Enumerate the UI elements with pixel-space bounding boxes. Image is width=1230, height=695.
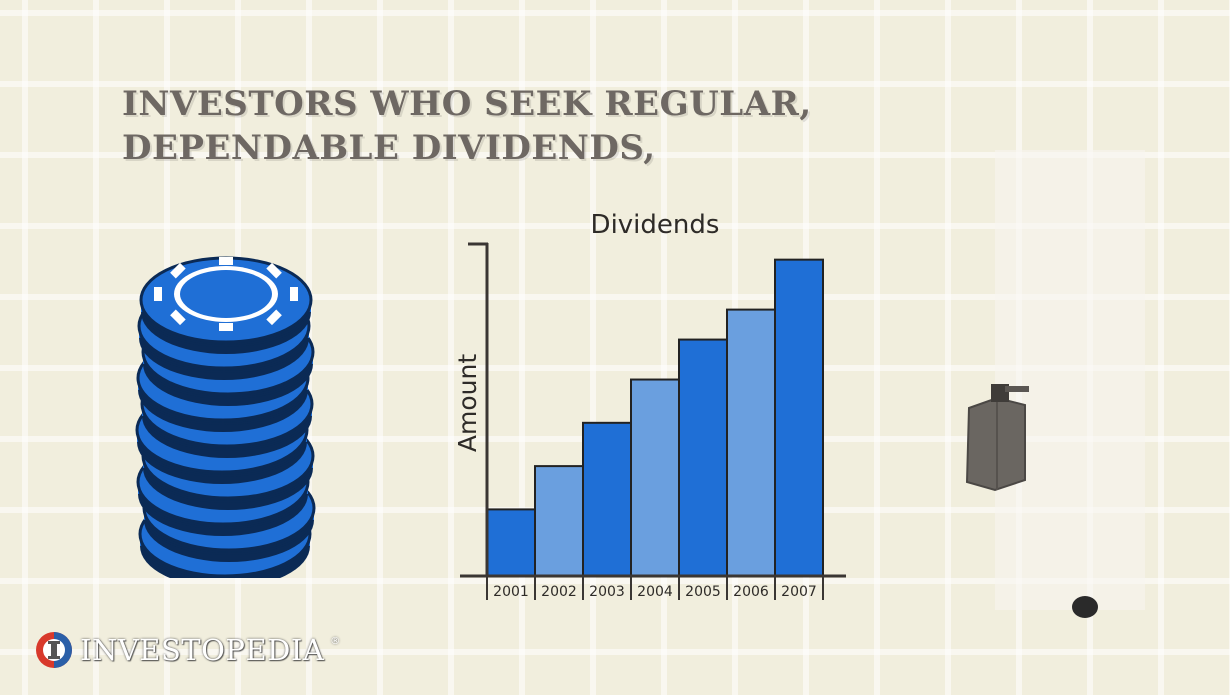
bar-2006: [726, 308, 776, 577]
logo-wordmark: INVESTOPEDIA: [80, 633, 325, 667]
chart-title: Dividends: [591, 210, 720, 240]
investopedia-logo-icon: [36, 632, 72, 668]
poker-chip: [139, 256, 313, 354]
partial-character-illustration: [965, 150, 1145, 618]
dividends-bar-chart: Dividends Amount 2001 2002 2003 2004 2005 200…: [453, 210, 846, 600]
bar-2001: [486, 508, 536, 577]
briefcase-icon: [965, 384, 1029, 492]
bar-2005: [678, 338, 728, 577]
x-tick-label-2003: 2003: [589, 584, 625, 600]
y-axis-label: Amount: [453, 354, 482, 452]
bar-2004: [630, 378, 680, 577]
x-tick-label-2006: 2006: [733, 584, 769, 600]
logo-registered-mark: ®: [330, 636, 341, 647]
poker-chip-stack-illustration: [135, 256, 316, 578]
x-tick-label-2007: 2007: [781, 584, 817, 600]
bar-2002: [534, 465, 584, 577]
x-tick-label-2004: 2004: [637, 584, 673, 600]
x-tick-label-2002: 2002: [541, 584, 577, 600]
x-tick-label-2001: 2001: [493, 584, 529, 600]
x-tick-label-2005: 2005: [685, 584, 721, 600]
bar-2007: [774, 258, 824, 578]
investopedia-logo: INVESTOPEDIA ®: [34, 628, 340, 672]
shoe-icon: [1072, 596, 1098, 618]
headline: INVESTORS WHO SEEK REGULAR, DEPENDABLE D…: [122, 84, 812, 168]
bar-2003: [582, 421, 632, 577]
